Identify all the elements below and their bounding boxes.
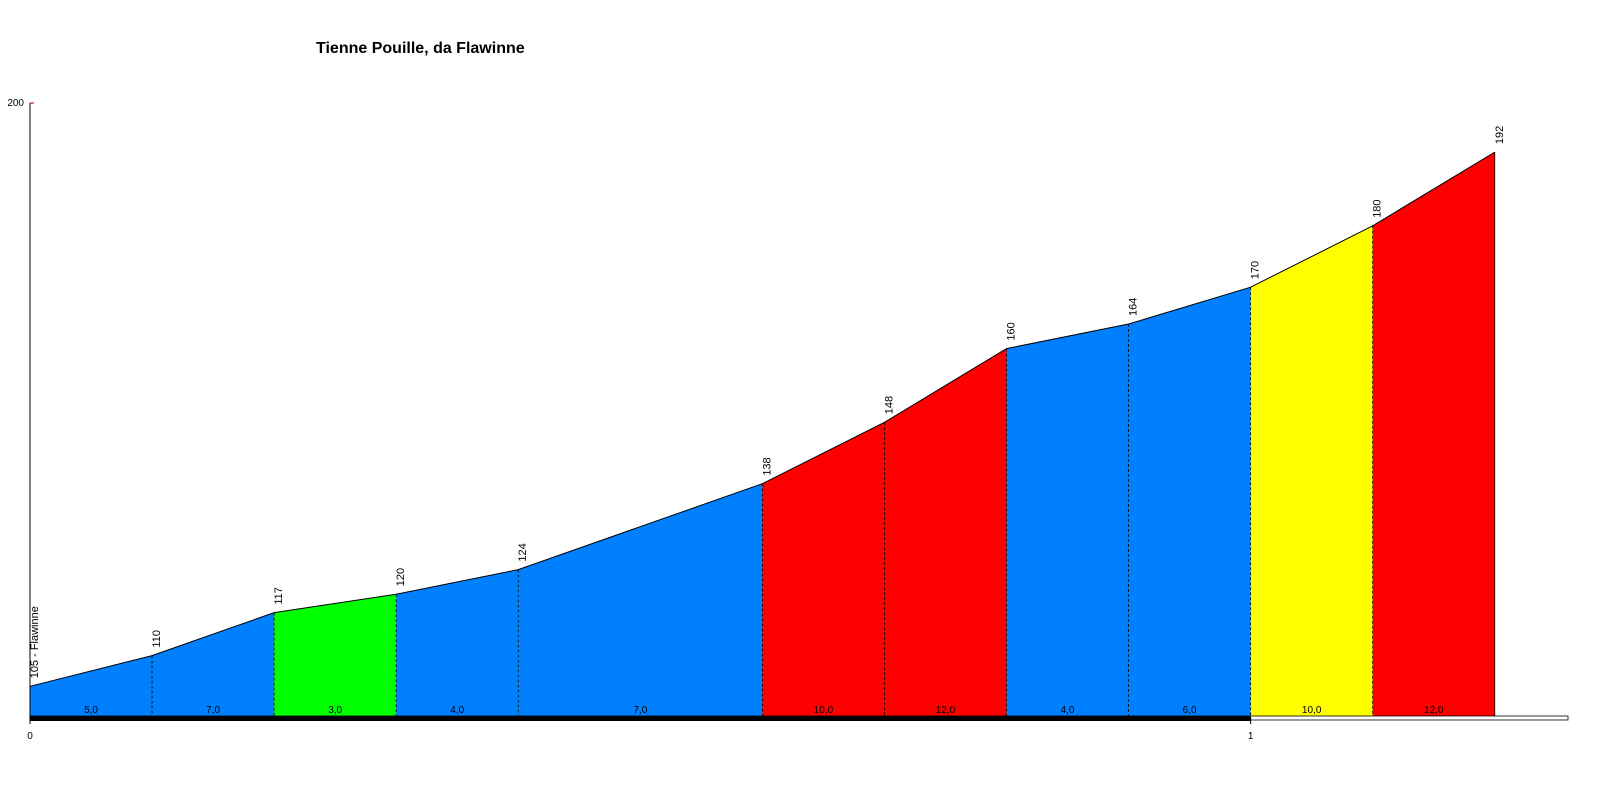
segment-area [396, 569, 519, 717]
elevation-label: 170 [1250, 261, 1262, 279]
gradient-label: 6,0 [1183, 705, 1197, 716]
segment-area [1128, 287, 1251, 717]
km-bar [30, 716, 1251, 721]
profile-line [29, 151, 1496, 687]
gradient-label: 4,0 [450, 705, 464, 716]
elevation-label: 124 [517, 543, 529, 561]
gradient-label: 7,0 [206, 705, 220, 716]
elevation-label: 164 [1128, 298, 1140, 316]
gradient-label: 4,0 [1061, 705, 1075, 716]
gradient-label: 7,0 [633, 705, 647, 716]
elevation-label: 180 [1372, 199, 1384, 217]
segment-area [762, 422, 885, 717]
segment-area [518, 483, 763, 717]
gradient-label: 12,0 [1424, 705, 1444, 716]
elevation-label: 192 [1494, 126, 1506, 144]
segment-area [1006, 324, 1129, 717]
elevation-label: 105 - Flawinne [29, 606, 41, 678]
x-tick-label: 1 [1248, 731, 1254, 742]
gradient-label: 3,0 [328, 705, 342, 716]
gradient-label: 10,0 [814, 705, 834, 716]
segment-area [1372, 152, 1495, 717]
gradient-label: 5,0 [84, 705, 98, 716]
segment-area [30, 655, 153, 717]
chart-title: Tienne Pouille, da Flawinne [316, 40, 525, 57]
segment-area [1250, 225, 1373, 718]
elevation-label: 160 [1006, 322, 1018, 340]
elevation-label: 148 [883, 396, 895, 414]
gradient-label: 10,0 [1302, 705, 1322, 716]
elevation-label: 120 [395, 568, 407, 586]
segment-area [274, 594, 397, 717]
gradient-label: 12,0 [936, 705, 956, 716]
y-tick-label: 200 [7, 98, 24, 109]
elevation-label: 117 [273, 587, 285, 605]
elevation-label: 110 [151, 630, 163, 648]
segment-area [152, 612, 275, 717]
x-tick-label: 0 [27, 731, 33, 742]
elevation-label: 138 [761, 457, 773, 475]
segment-area [884, 348, 1007, 717]
